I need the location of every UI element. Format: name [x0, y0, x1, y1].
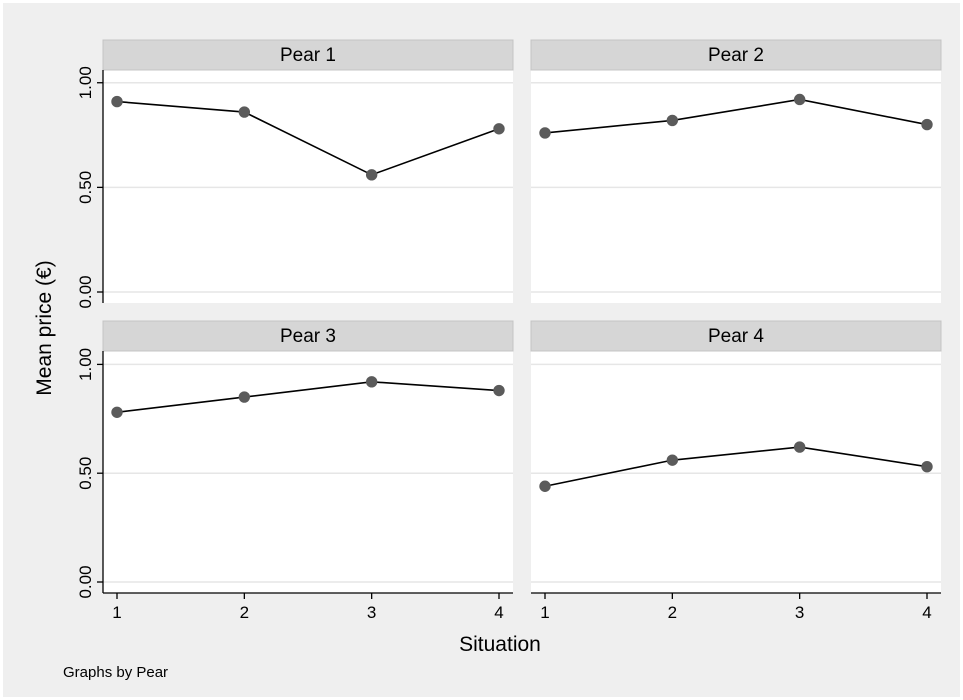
panel-3-x-tick-label: 2 — [240, 603, 249, 622]
panel-2-strip — [530, 39, 942, 71]
panel-1-y-tick-label: 0.00 — [76, 275, 95, 308]
x-axis-title: Situation — [459, 633, 541, 656]
panel-3-x-tick-label: 1 — [112, 603, 121, 622]
panel-2-data-point — [921, 118, 933, 131]
panel-1-strip — [102, 39, 514, 71]
panel-4-data-point — [666, 454, 679, 466]
panel-1-data-point — [238, 106, 251, 118]
panel-4-series-line — [544, 446, 928, 488]
figure: Pear 1 0.00 0.50 1.00 Pear 2 Pear 3 0.00 0.50 1.… — [3, 3, 960, 697]
panel-4-strip — [530, 320, 942, 352]
panel-4-x-tick-label: 2 — [668, 603, 677, 622]
panel-1-y-tick-label: 0.50 — [76, 171, 95, 204]
panel-1-y-tick-label: 1.00 — [76, 66, 95, 99]
panel-2-data-point — [793, 93, 806, 106]
panel-1-series-line — [116, 100, 500, 176]
chart-svg: Pear 1 0.00 0.50 1.00 Pear 2 Pear 3 0.00 0.50 1.… — [33, 39, 942, 681]
panel-4-data-point — [539, 480, 551, 492]
panel-2-title: Pear 2 — [708, 45, 764, 66]
panel-3-y-tick-label: 1.00 — [76, 348, 95, 381]
panel-3-data-point — [493, 384, 505, 397]
panel-1-data-point — [365, 169, 378, 181]
panel-3-x-tick-label: 3 — [367, 603, 376, 622]
panel-2-data-point — [666, 114, 679, 127]
y-axis-title: Mean price (€) — [33, 260, 56, 395]
panel-3-x-tick-label: 4 — [494, 603, 503, 622]
panel-3-strip — [102, 320, 514, 352]
panel-4-x-tick-label: 3 — [795, 603, 804, 622]
panel-3-title: Pear 3 — [280, 326, 336, 347]
panel-3-series-line — [116, 381, 500, 414]
panels: Pear 1 0.00 0.50 1.00 Pear 2 Pear 3 0.00 0.50 1.… — [76, 39, 942, 622]
panel-3-data-point — [365, 376, 378, 388]
panel-4-data-point — [793, 441, 806, 453]
panel-1-data-point — [111, 95, 123, 108]
panel-4-x-tick-label: 1 — [540, 603, 549, 622]
panel-1-data-point — [493, 123, 505, 135]
panel-3-data-point — [111, 406, 123, 418]
panel-3-data-point — [238, 391, 251, 403]
panel-3-y-tick-label: 0.50 — [76, 457, 95, 490]
panel-3-y-tick-label: 0.00 — [76, 565, 95, 598]
panel-4-data-point — [921, 460, 933, 473]
panel-4-plot-area — [531, 351, 941, 593]
panel-2-series-line — [544, 98, 928, 134]
panel-1-plot-area — [103, 70, 513, 303]
panel-2-plot-area — [531, 70, 941, 303]
panel-1-title: Pear 1 — [280, 45, 336, 66]
panel-3-plot-area — [103, 351, 513, 593]
graphs-by-note: Graphs by Pear — [63, 664, 168, 681]
panel-4-x-tick-label: 4 — [922, 603, 931, 622]
panel-4-title: Pear 4 — [708, 326, 764, 347]
panel-2-data-point — [539, 127, 551, 139]
